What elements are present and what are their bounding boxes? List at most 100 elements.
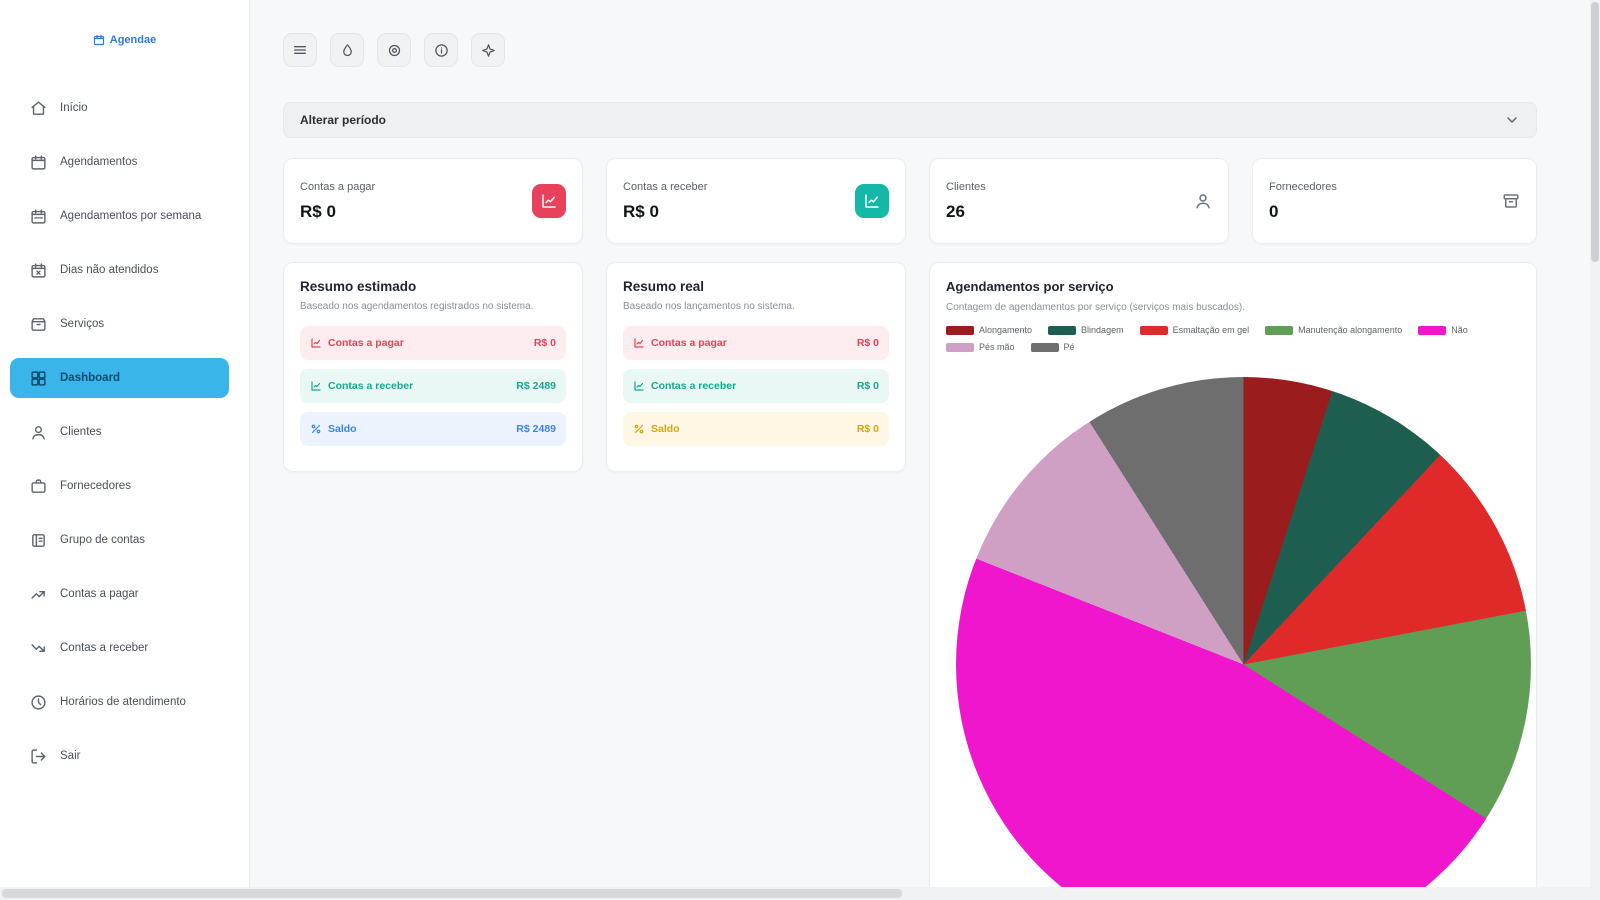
summary-row-saldo: Saldo R$ 2489	[300, 412, 566, 446]
legend-item[interactable]: Esmaltação em gel	[1139, 325, 1249, 335]
brand-name: Agendae	[109, 34, 157, 46]
sidebar-item-label: Agendamentos por semana	[60, 210, 202, 222]
legend-label: Manutenção alongamento	[1298, 325, 1403, 335]
legend-label: Blindagem	[1081, 325, 1124, 335]
summary-row-contas-a-receber: Contas a receber R$ 0	[623, 369, 889, 403]
sidebar-item-label: Horários de atendimento	[60, 696, 186, 708]
stat-title: Contas a receber	[623, 180, 708, 193]
summary-row-value: R$ 2489	[516, 423, 556, 435]
sidebar-item-horarios[interactable]: Horários de atendimento	[10, 682, 229, 722]
legend-label: Pé	[1063, 342, 1075, 352]
stat-value: R$ 0	[623, 201, 659, 221]
resumo-estimado-rows: Contas a pagar R$ 0 Contas a receber R$ …	[300, 326, 566, 446]
legend-item[interactable]: Pés mão	[946, 342, 1015, 352]
stat-title: Clientes	[946, 180, 986, 193]
menu-button[interactable]	[283, 33, 317, 67]
sidebar-item-label: Contas a receber	[60, 642, 149, 654]
legend-swatch	[946, 342, 974, 352]
horizontal-scrollbar-thumb[interactable]	[2, 889, 902, 898]
resumo-estimado-title: Resumo estimado	[300, 279, 417, 294]
sidebar-item-contas-a-pagar[interactable]: Contas a pagar	[10, 574, 229, 614]
logout-icon	[31, 748, 46, 764]
sidebar-item-clientes[interactable]: Clientes	[10, 412, 229, 452]
chart-line-icon	[532, 184, 566, 218]
sidebar-item-label: Dashboard	[60, 372, 121, 384]
sidebar-item-agendamentos[interactable]: Agendamentos	[10, 142, 229, 182]
summary-row-value: R$ 0	[533, 337, 556, 349]
calendar-icon	[31, 154, 46, 170]
legend-label: Não	[1451, 325, 1468, 335]
sidebar-item-fornecedores[interactable]: Fornecedores	[10, 466, 229, 506]
archive-icon	[1502, 192, 1520, 210]
legend-swatch	[1048, 325, 1077, 335]
clock-icon	[31, 694, 46, 710]
info-icon	[434, 43, 448, 57]
summary-row-value: R$ 2489	[516, 380, 556, 392]
brand-logo[interactable]: Agendae	[0, 34, 249, 46]
resumo-estimado-subtitle: Baseado nos agendamentos registrados no …	[300, 301, 534, 312]
legend-swatch	[946, 325, 974, 335]
vertical-scrollbar[interactable]	[1590, 0, 1600, 900]
sidebar-item-contas-a-receber[interactable]: Contas a receber	[10, 628, 229, 668]
mini-percent-icon	[634, 424, 644, 434]
stat-value: 26	[946, 201, 965, 221]
book-icon	[32, 533, 45, 547]
sidebar-item-label: Sair	[60, 750, 81, 762]
user-icon	[32, 425, 45, 440]
legend-item[interactable]: Pé	[1030, 342, 1075, 352]
chart-subtitle: Contagem de agendamentos por serviço (se…	[946, 302, 1246, 313]
period-selector-label: Alterar período	[300, 113, 387, 127]
info-button[interactable]	[424, 33, 458, 67]
legend-item[interactable]: Alongamento	[946, 325, 1032, 335]
sidebar-item-servicos[interactable]: Serviços	[10, 304, 229, 344]
sidebar-item-inicio[interactable]: Início	[10, 88, 229, 128]
sparkle-button[interactable]	[471, 33, 505, 67]
dashboard-grid-icon	[31, 370, 46, 386]
stat-title: Contas a pagar	[300, 180, 376, 193]
chart-legend: Alongamento Blindagem Esmaltação em gel …	[946, 325, 1520, 352]
stat-value: 0	[1269, 201, 1279, 221]
sidebar-item-dias-nao-atendidos[interactable]: Dias não atendidos	[10, 250, 229, 290]
sidebar: Agendae Início Agendamentos Agendamentos…	[0, 0, 250, 900]
legend-swatch	[1030, 342, 1059, 352]
agendamentos-por-servico-card: Agendamentos por serviço Contagem de age…	[929, 262, 1537, 900]
sidebar-item-label: Dias não atendidos	[60, 264, 159, 276]
summary-row-label: Contas a receber	[328, 380, 414, 392]
horizontal-scrollbar[interactable]	[0, 887, 1600, 900]
sidebar-item-sair[interactable]: Sair	[10, 736, 229, 776]
summary-row-value: R$ 0	[856, 423, 879, 435]
vertical-scrollbar-thumb[interactable]	[1591, 2, 1599, 262]
resumo-real-title: Resumo real	[623, 279, 705, 294]
sidebar-item-label: Grupo de contas	[60, 534, 146, 546]
legend-item[interactable]: Não	[1418, 325, 1468, 335]
summary-row-value: R$ 0	[856, 337, 879, 349]
stat-card-fornecedores: Fornecedores 0	[1252, 158, 1537, 244]
menu-icon	[294, 46, 306, 54]
sidebar-item-grupo-de-contas[interactable]: Grupo de contas	[10, 520, 229, 560]
legend-item[interactable]: Blindagem	[1048, 325, 1124, 335]
dashboard-grid: Contas a pagar R$ 0 Contas a receber R$ …	[283, 158, 1537, 900]
user-icon	[1194, 192, 1212, 210]
pie-chart[interactable]	[956, 377, 1531, 900]
period-selector[interactable]: Alterar período	[283, 102, 1537, 138]
sidebar-item-agendamentos-semana[interactable]: Agendamentos por semana	[10, 196, 229, 236]
stat-card-contas-a-pagar: Contas a pagar R$ 0	[283, 158, 583, 244]
target-button[interactable]	[377, 33, 411, 67]
summary-row-contas-a-receber: Contas a receber R$ 2489	[300, 369, 566, 403]
summary-row-label: Contas a receber	[651, 380, 737, 392]
summary-row-value: R$ 0	[856, 380, 879, 392]
theme-button[interactable]	[330, 33, 364, 67]
sidebar-item-label: Início	[60, 102, 88, 114]
sidebar-item-dashboard[interactable]: Dashboard	[10, 358, 229, 398]
trending-up-icon	[31, 590, 45, 599]
sidebar-item-label: Contas a pagar	[60, 588, 139, 600]
legend-item[interactable]: Manutenção alongamento	[1265, 325, 1402, 335]
chart-line-icon	[855, 184, 889, 218]
mini-chart-icon	[311, 381, 321, 391]
home-icon	[31, 100, 46, 115]
top-toolbar	[283, 33, 1537, 67]
legend-swatch	[1139, 325, 1168, 335]
sparkle-icon	[481, 43, 495, 57]
legend-label: Alongamento	[979, 325, 1033, 335]
legend-label: Pés mão	[979, 342, 1015, 352]
